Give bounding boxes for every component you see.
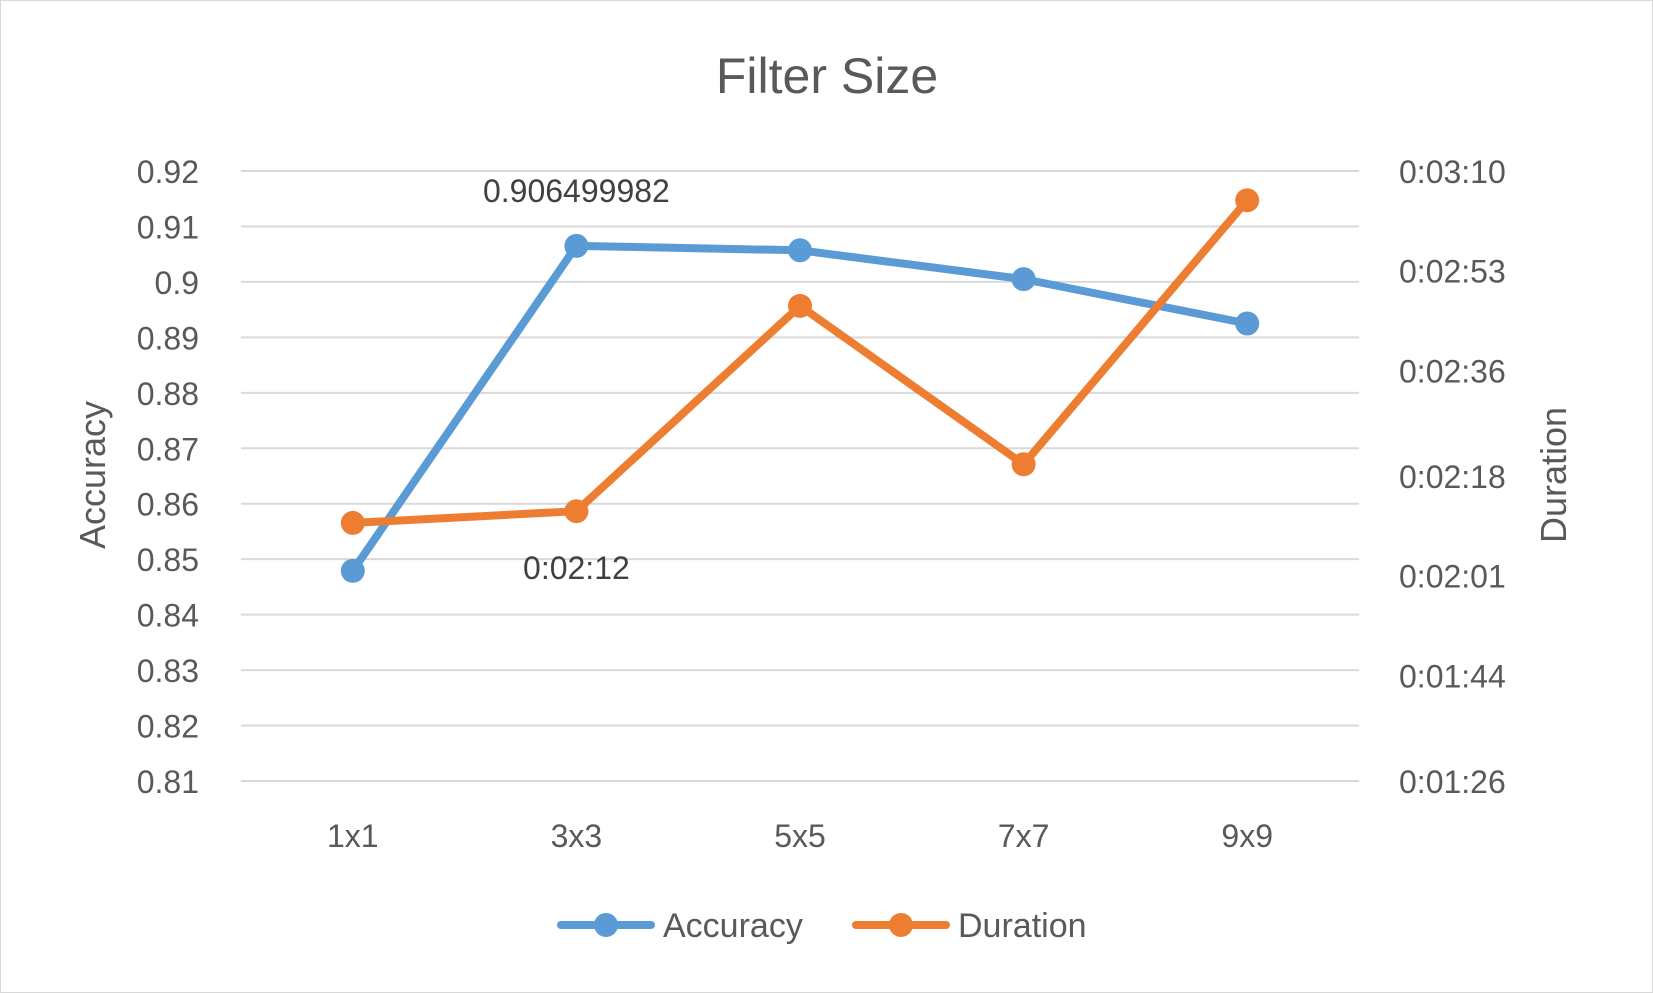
legend-label: Accuracy: [663, 907, 803, 945]
left-tick-label: 0.92: [137, 154, 199, 190]
x-tick-label: 3x3: [551, 818, 603, 854]
left-tick-label: 0.84: [137, 598, 199, 634]
legend-item-accuracy: Accuracy: [557, 907, 803, 945]
left-tick-label: 0.89: [137, 320, 199, 356]
x-tick-label: 9x9: [1221, 818, 1273, 854]
left-axis-ticks: 0.81 0.82 0.83 0.84 0.85 0.86 0.87 0.88 0.89 0.9 0…: [137, 154, 199, 800]
right-tick-label: 0:02:18: [1399, 459, 1506, 495]
right-tick-label: 0:02:36: [1399, 353, 1506, 389]
series-duration: [340, 188, 1260, 535]
data-point: [564, 499, 589, 524]
data-point: [1235, 311, 1260, 336]
chart-title: Filter Size: [716, 48, 938, 104]
right-tick-label: 0:02:53: [1399, 254, 1506, 290]
left-tick-label: 0.87: [137, 431, 199, 467]
left-tick-label: 0.9: [155, 265, 199, 301]
data-point: [788, 293, 812, 318]
legend-label: Duration: [958, 907, 1087, 945]
right-tick-label: 0:01:26: [1399, 764, 1506, 800]
data-point: [1011, 452, 1036, 477]
left-tick-label: 0.81: [137, 764, 199, 800]
data-label: 0:02:12: [523, 550, 630, 586]
left-tick-label: 0.91: [137, 209, 199, 245]
series-layer: [340, 188, 1260, 583]
right-tick-label: 0:02:01: [1399, 559, 1506, 595]
data-point: [564, 233, 589, 258]
left-tick-label: 0.85: [137, 542, 199, 578]
data-point: [340, 558, 365, 583]
legend-swatch-marker: [889, 913, 913, 937]
data-point: [340, 510, 365, 535]
left-tick-label: 0.86: [137, 487, 199, 523]
right-tick-label: 0:01:44: [1399, 658, 1506, 694]
data-point: [1235, 188, 1260, 213]
x-tick-label: 5x5: [774, 818, 826, 854]
x-axis-ticks: 1x1 3x3 5x5 7x7 9x9: [327, 818, 1273, 854]
x-tick-label: 7x7: [998, 818, 1050, 854]
left-tick-label: 0.82: [137, 709, 199, 745]
legend-swatch-marker: [594, 913, 618, 937]
right-axis-ticks: 0:01:26 0:01:44 0:02:01 0:02:18 0:02:36 0:02:…: [1399, 154, 1506, 800]
x-tick-label: 1x1: [327, 818, 379, 854]
left-axis-label: Accuracy: [72, 401, 113, 549]
data-point: [788, 238, 812, 263]
data-labels: 0.906499982 0:02:12: [483, 173, 670, 586]
data-point: [1011, 267, 1036, 292]
legend-item-duration: Duration: [852, 907, 1087, 945]
right-tick-label: 0:03:10: [1399, 154, 1506, 190]
right-axis-label: Duration: [1533, 407, 1574, 543]
left-tick-label: 0.83: [137, 653, 199, 689]
gridlines: [241, 170, 1359, 782]
data-label: 0.906499982: [483, 173, 670, 209]
series-accuracy: [340, 233, 1260, 583]
left-tick-label: 0.88: [137, 376, 199, 412]
legend: Accuracy Duration: [557, 907, 1087, 945]
